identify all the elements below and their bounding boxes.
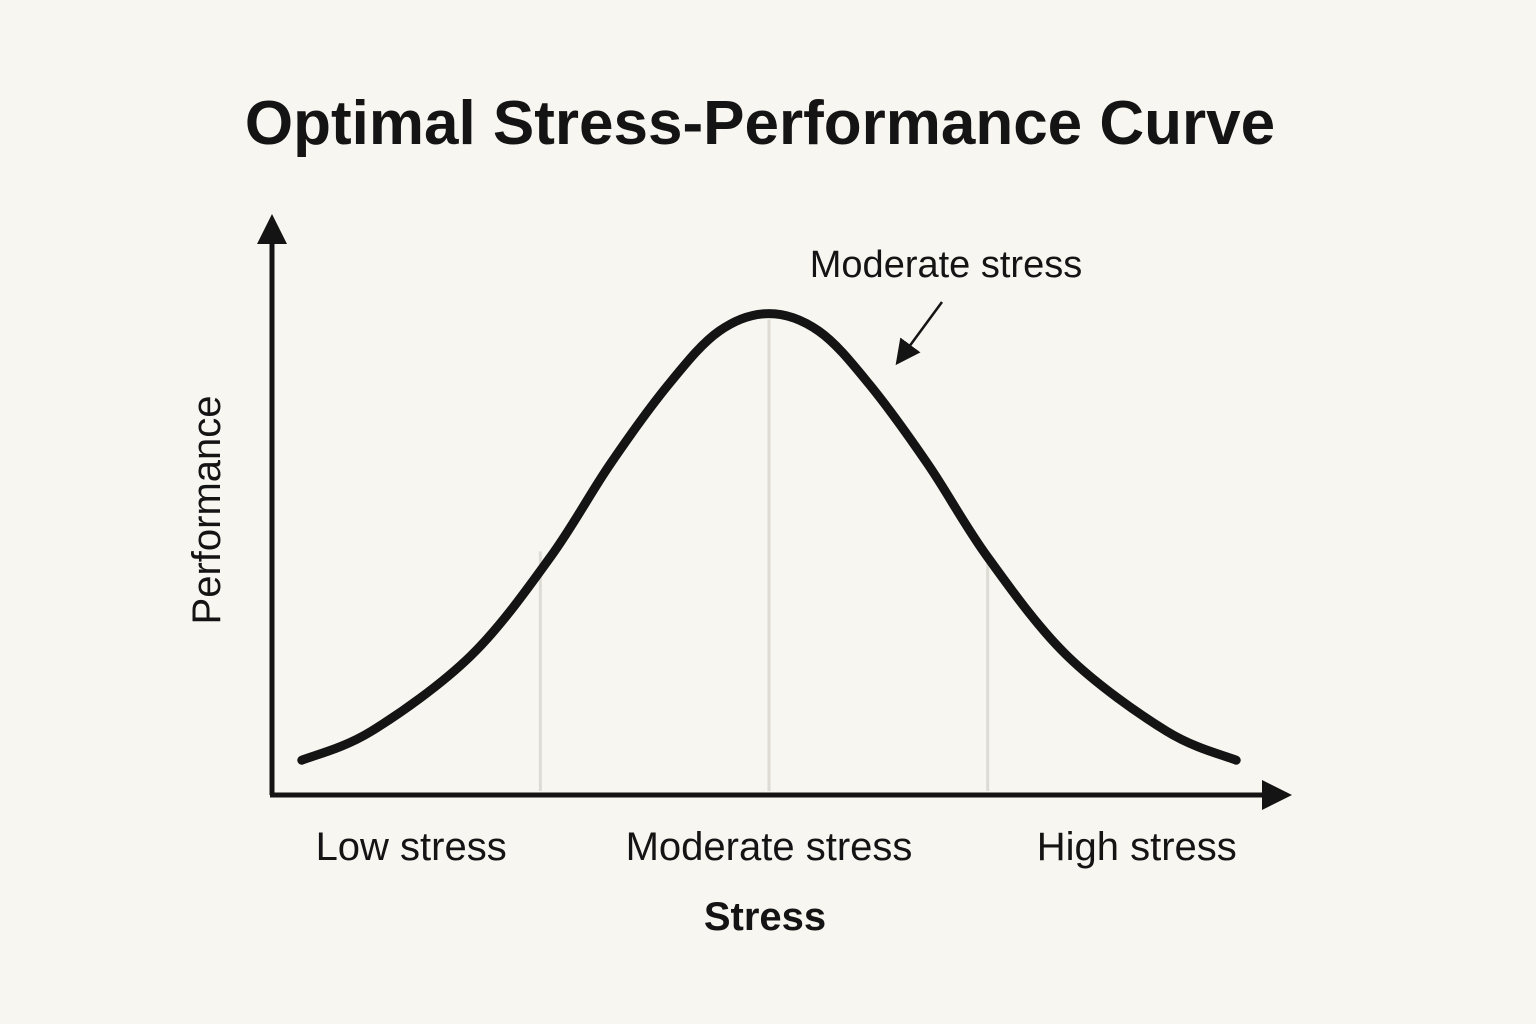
- x-category-labels: Low stress Moderate stress High stress: [316, 825, 1237, 869]
- x-axis-label: Stress: [704, 895, 826, 939]
- x-category-label: High stress: [1037, 825, 1237, 869]
- chart-title: Optimal Stress-Performance Curve: [245, 89, 1275, 158]
- x-category-label: Low stress: [316, 825, 507, 869]
- x-category-label: Moderate stress: [626, 825, 913, 869]
- x-axis-arrow: [1262, 780, 1292, 810]
- performance-curve: [297, 309, 1241, 765]
- y-axis-arrow: [257, 214, 287, 244]
- y-axis-label: Performance: [185, 396, 229, 625]
- annotation-arrow: [895, 301, 944, 366]
- vertical-guides: [538, 319, 990, 791]
- peak-annotation-label: Moderate stress: [810, 244, 1082, 286]
